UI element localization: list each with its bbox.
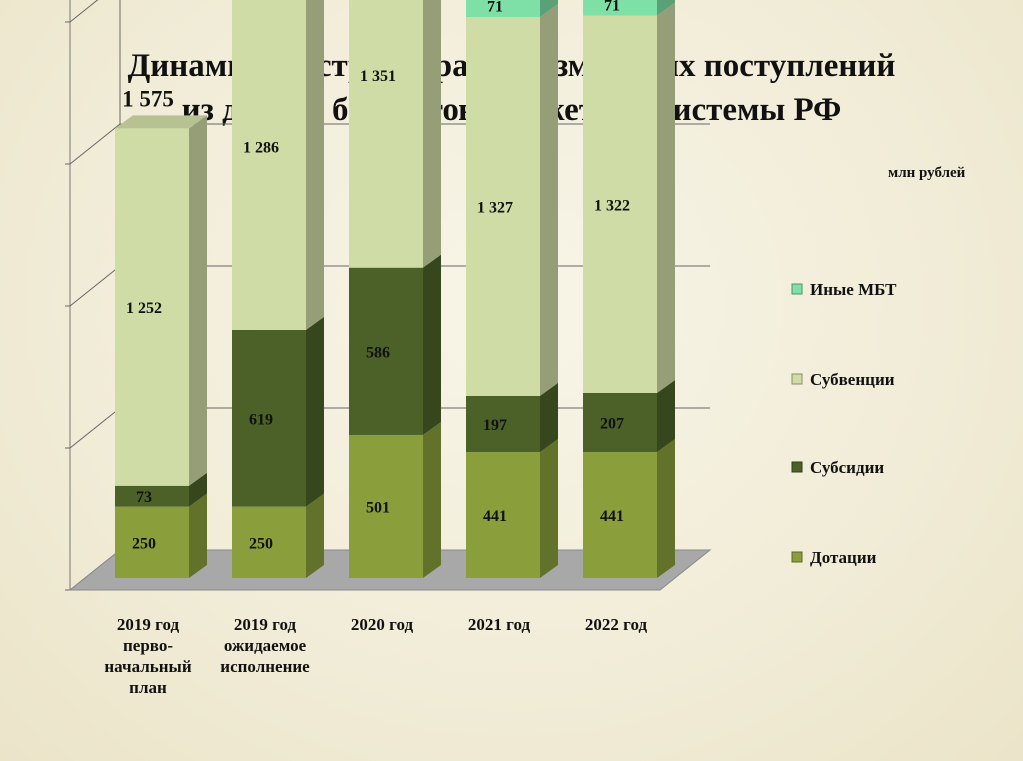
bar-segment-side [189, 472, 207, 507]
gridline-side [69, 265, 121, 307]
bar-segment-side [423, 421, 441, 578]
legend-swatch [791, 373, 803, 385]
legend-label: Субвенции [810, 370, 895, 389]
bar-segment-side [657, 439, 675, 578]
bar-value-label: 207 [600, 416, 624, 433]
bar-segment [115, 128, 189, 486]
category-label-line: 2021 год [468, 615, 531, 634]
gridline-side [69, 407, 121, 449]
category-label: 2021 год [468, 615, 531, 634]
bar-segment [466, 16, 540, 396]
category-label-line: 2019 год [234, 615, 297, 634]
bar-segment-side [306, 316, 324, 507]
bar-segment-side [540, 3, 558, 396]
category-label-line: план [129, 678, 167, 697]
bar-value-label: 197 [483, 417, 507, 434]
bar-value-label: 1 286 [243, 139, 279, 156]
category-label: 2019 год ожидаемое исполнение [220, 615, 310, 676]
bar-value-label: 441 [600, 508, 624, 525]
category-label: 2019 год перво-начальный план [104, 615, 191, 697]
gridline-side [69, 123, 121, 165]
bar-segment-side [423, 0, 441, 268]
bar-segment-side [306, 493, 324, 578]
category-label-line: ожидаемое [224, 636, 307, 655]
bar-segment [349, 267, 423, 435]
bar-segment [232, 506, 306, 578]
bar-segment [583, 392, 657, 453]
bar-segment [466, 395, 540, 453]
gridline-side [69, 0, 99, 23]
bar-segment [583, 452, 657, 578]
bar-segment-side [423, 254, 441, 435]
bar-value-label: 1 327 [477, 199, 513, 216]
bar-segment-side [540, 439, 558, 578]
category-label-line: 2022 год [585, 615, 648, 634]
category-label-line: исполнение [220, 657, 310, 676]
category-label-line: перво- [123, 636, 173, 655]
unit-label: млн рублей [888, 165, 966, 181]
bar-value-label: 73 [136, 489, 152, 506]
bar-segment [115, 506, 189, 578]
bar-value-label: 71 [604, 0, 620, 14]
bar-value-label: 501 [366, 499, 390, 516]
bar-value-label: 1 252 [126, 300, 162, 317]
category-label: 2020 год [351, 615, 414, 634]
bar-segment-side [540, 0, 558, 17]
bar-segment [583, 0, 657, 16]
bar-value-label: 1 351 [360, 68, 396, 85]
bar-segment-side [657, 2, 675, 393]
bar-segment [466, 0, 540, 17]
category-label-line: 2020 год [351, 615, 414, 634]
category-axis-labels: 2019 год перво-начальный план 2019 год ожида… [104, 615, 647, 697]
bar-value-label: 250 [249, 535, 273, 552]
bar-segment-side [657, 0, 675, 16]
legend-swatch [791, 461, 803, 473]
legend-label: Дотации [810, 548, 877, 567]
bar-value-label: 586 [366, 344, 390, 361]
bar-segment [349, 0, 423, 268]
bar-segment [583, 15, 657, 393]
category-label-line: начальный [104, 657, 191, 676]
category-label-line: 2019 год [117, 615, 180, 634]
bar-segment [232, 329, 306, 507]
bar-segment [115, 485, 189, 507]
bar-value-label: 1 322 [594, 197, 630, 214]
bar-value-label: 250 [132, 535, 156, 552]
legend-swatch [791, 551, 803, 563]
bar-segment [349, 434, 423, 578]
bar-segment [466, 452, 540, 578]
legend-label: Иные МБТ [810, 280, 897, 299]
category-label: 2022 год [585, 615, 648, 634]
bar-value-label: 71 [487, 0, 503, 16]
bar-segment-side [306, 0, 324, 330]
chart-bars [115, 0, 675, 578]
bar-total-label: 1 575 [122, 86, 174, 111]
bar-segment-side [189, 115, 207, 486]
bar-segment-side [540, 382, 558, 453]
bar-segment-side [657, 379, 675, 453]
bar-segment [232, 0, 306, 330]
bar-top-face [115, 115, 207, 129]
bar-segment-side [189, 493, 207, 578]
chart-legend: Иные МБТ Субвенции Субсидии Дотации [791, 280, 897, 567]
bar-value-label: 441 [483, 508, 507, 525]
legend-label: Субсидии [810, 458, 884, 477]
bar-value-label: 619 [249, 411, 273, 428]
legend-swatch [791, 283, 803, 295]
